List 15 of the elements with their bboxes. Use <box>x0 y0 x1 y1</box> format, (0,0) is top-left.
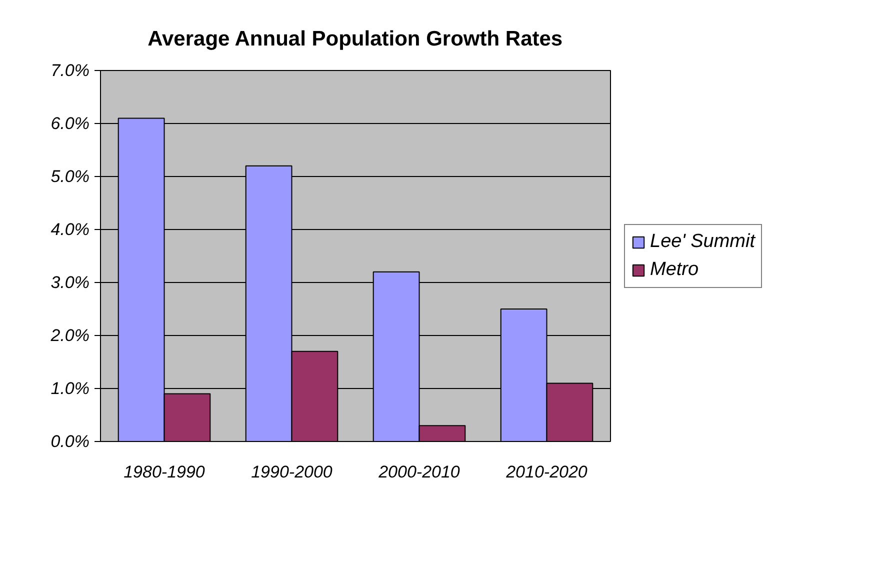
x-tick-label: 1990-2000 <box>251 462 333 482</box>
y-tick-label: 7.0% <box>50 61 90 80</box>
chart-title: Average Annual Population Growth Rates <box>148 28 563 50</box>
legend-label: Lee' Summit <box>650 230 756 252</box>
y-tick-label: 4.0% <box>50 220 90 239</box>
y-tick-label: 5.0% <box>50 167 90 186</box>
legend-label: Metro <box>650 258 699 280</box>
y-tick-label: 6.0% <box>50 114 90 133</box>
y-tick-label: 2.0% <box>50 326 90 345</box>
y-tick-label: 3.0% <box>50 273 90 292</box>
y-tick-label: 0.0% <box>50 432 90 451</box>
y-tick-label: 1.0% <box>50 379 90 398</box>
x-tick-label: 2010-2020 <box>505 462 588 482</box>
x-tick-label: 1980-1990 <box>124 462 206 482</box>
x-tick-label: 2000-2010 <box>378 462 460 482</box>
